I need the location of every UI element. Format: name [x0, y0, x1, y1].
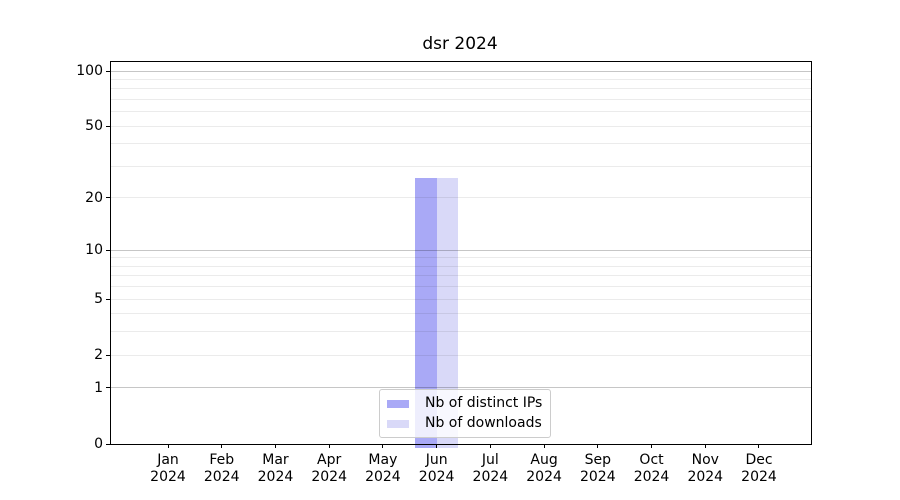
gridline-major — [111, 387, 811, 389]
y-axis-tick-label: 0 — [94, 436, 103, 452]
legend-swatch-icon — [387, 419, 409, 428]
x-axis-tick-label: Oct 2024 — [620, 452, 684, 486]
x-axis-tick — [758, 444, 760, 448]
x-label-year: 2024 — [150, 469, 186, 485]
gridline-minor — [111, 275, 811, 277]
x-label-month: Aug — [530, 452, 558, 468]
gridline-minor — [111, 88, 811, 90]
x-label-month: May — [368, 452, 398, 468]
x-axis-tick-label: Nov 2024 — [673, 452, 737, 486]
legend-entry: Nb of distinct IPs — [387, 395, 542, 412]
y-axis-tick-label: 50 — [85, 118, 103, 135]
gridline-minor — [111, 125, 811, 127]
y-axis-tick-label: 10 — [85, 242, 103, 259]
x-label-month: Apr — [317, 452, 342, 468]
x-axis-tick — [167, 444, 169, 448]
gridline-minor — [111, 111, 811, 113]
y-axis-tick — [106, 387, 110, 389]
gridline-minor — [111, 298, 811, 300]
legend-label: Nb of distinct IPs — [425, 395, 543, 411]
x-label-year: 2024 — [257, 469, 294, 485]
gridline-minor — [111, 143, 811, 145]
x-label-year: 2024 — [633, 469, 670, 485]
x-axis-tick-label: Mar 2024 — [243, 452, 307, 486]
y-axis-tick-label: 5 — [94, 291, 103, 308]
x-axis-tick — [597, 444, 599, 448]
gridline-minor — [111, 257, 811, 259]
y-axis-tick — [106, 298, 110, 300]
y-axis-tick-label: 1 — [94, 379, 103, 396]
x-label-month: Jan — [157, 452, 179, 468]
legend-label: Nb of downloads — [425, 415, 542, 431]
legend-entry: Nb of downloads — [387, 415, 542, 432]
y-axis-tick-label: 100 — [76, 63, 103, 80]
y-axis-tick — [106, 197, 110, 199]
x-label-month: Jul — [481, 452, 499, 468]
x-axis-tick-label: Sep 2024 — [566, 452, 630, 486]
x-axis-tick-label: Jul 2024 — [458, 452, 522, 486]
x-label-year: 2024 — [203, 469, 240, 485]
x-axis-tick — [704, 444, 706, 448]
gridline-minor — [111, 313, 811, 315]
gridline-minor — [111, 331, 811, 333]
gridline-minor — [111, 99, 811, 101]
x-label-month: Mar — [262, 452, 289, 468]
x-axis-tick-label: Apr 2024 — [297, 452, 361, 486]
x-label-month: Dec — [745, 452, 773, 468]
x-label-month: Sep — [584, 452, 611, 468]
chart-title: dsr 2024 — [422, 34, 498, 54]
x-axis-tick — [543, 444, 545, 448]
x-axis-tick — [221, 444, 223, 448]
y-axis-tick — [106, 70, 110, 72]
x-axis-tick — [489, 444, 491, 448]
gridline-minor — [111, 197, 811, 199]
y-axis-tick — [106, 354, 110, 356]
legend-swatch-icon — [387, 399, 409, 408]
x-label-year: 2024 — [418, 469, 455, 485]
bar-distinct-ips — [415, 177, 437, 448]
x-label-month: Feb — [209, 452, 235, 468]
gridline-major — [111, 249, 811, 251]
y-axis-tick — [106, 443, 110, 445]
x-label-month: Oct — [639, 452, 664, 468]
x-axis-tick-label: May 2024 — [351, 452, 415, 486]
x-axis-tick-label: Jan 2024 — [136, 452, 200, 486]
x-label-month: Nov — [691, 452, 719, 468]
y-axis-tick-label: 2 — [94, 347, 103, 364]
gridline-minor — [111, 166, 811, 167]
y-axis-tick — [106, 249, 110, 251]
x-label-year: 2024 — [741, 469, 777, 485]
x-label-year: 2024 — [526, 469, 562, 485]
x-label-year: 2024 — [365, 469, 401, 485]
x-axis-tick-label: Jun 2024 — [405, 452, 469, 486]
y-axis-tick-label: 20 — [85, 189, 103, 206]
gridline-minor — [111, 354, 811, 356]
gridline-minor — [111, 286, 811, 288]
gridline-minor — [111, 78, 811, 80]
x-axis-tick — [328, 444, 330, 448]
x-label-year: 2024 — [579, 469, 616, 485]
x-axis-tick-label: Feb 2024 — [190, 452, 254, 486]
x-label-month: Jun — [425, 452, 448, 468]
plot-area: 0 1 2 5 10 20 50 100 Jan 2024 Feb 2024 Mar 2024 Apr 202… — [76, 61, 812, 485]
x-label-year: 2024 — [311, 469, 347, 485]
gridline-major — [111, 70, 811, 72]
x-axis-tick — [274, 444, 276, 448]
gridline-minor — [111, 265, 811, 267]
x-label-year: 2024 — [472, 469, 509, 485]
legend: Nb of distinct IPs Nb of downloads — [379, 389, 552, 438]
x-axis-tick — [382, 444, 384, 448]
x-label-year: 2024 — [687, 469, 724, 485]
bar-downloads — [436, 177, 459, 448]
x-axis-tick — [651, 444, 653, 448]
x-axis-tick-label: Dec 2024 — [727, 452, 791, 486]
y-axis-tick — [106, 125, 110, 127]
x-axis-tick-label: Aug 2024 — [512, 452, 576, 486]
